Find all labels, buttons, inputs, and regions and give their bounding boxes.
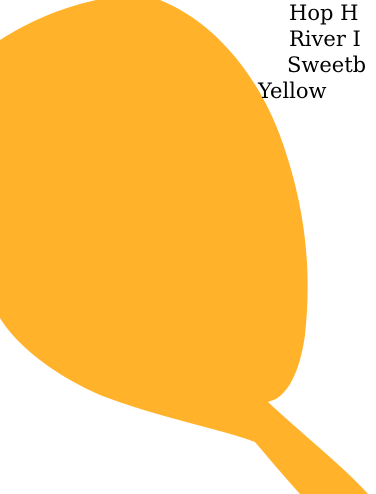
list-item: Yellow <box>258 79 327 103</box>
list-item: Sweetb <box>287 53 367 77</box>
list-item: River I <box>289 27 361 51</box>
text-list: Hop H River I Sweetb Yellow <box>258 0 366 104</box>
list-item: Hop H <box>289 1 359 25</box>
leaf-icon <box>0 0 368 494</box>
